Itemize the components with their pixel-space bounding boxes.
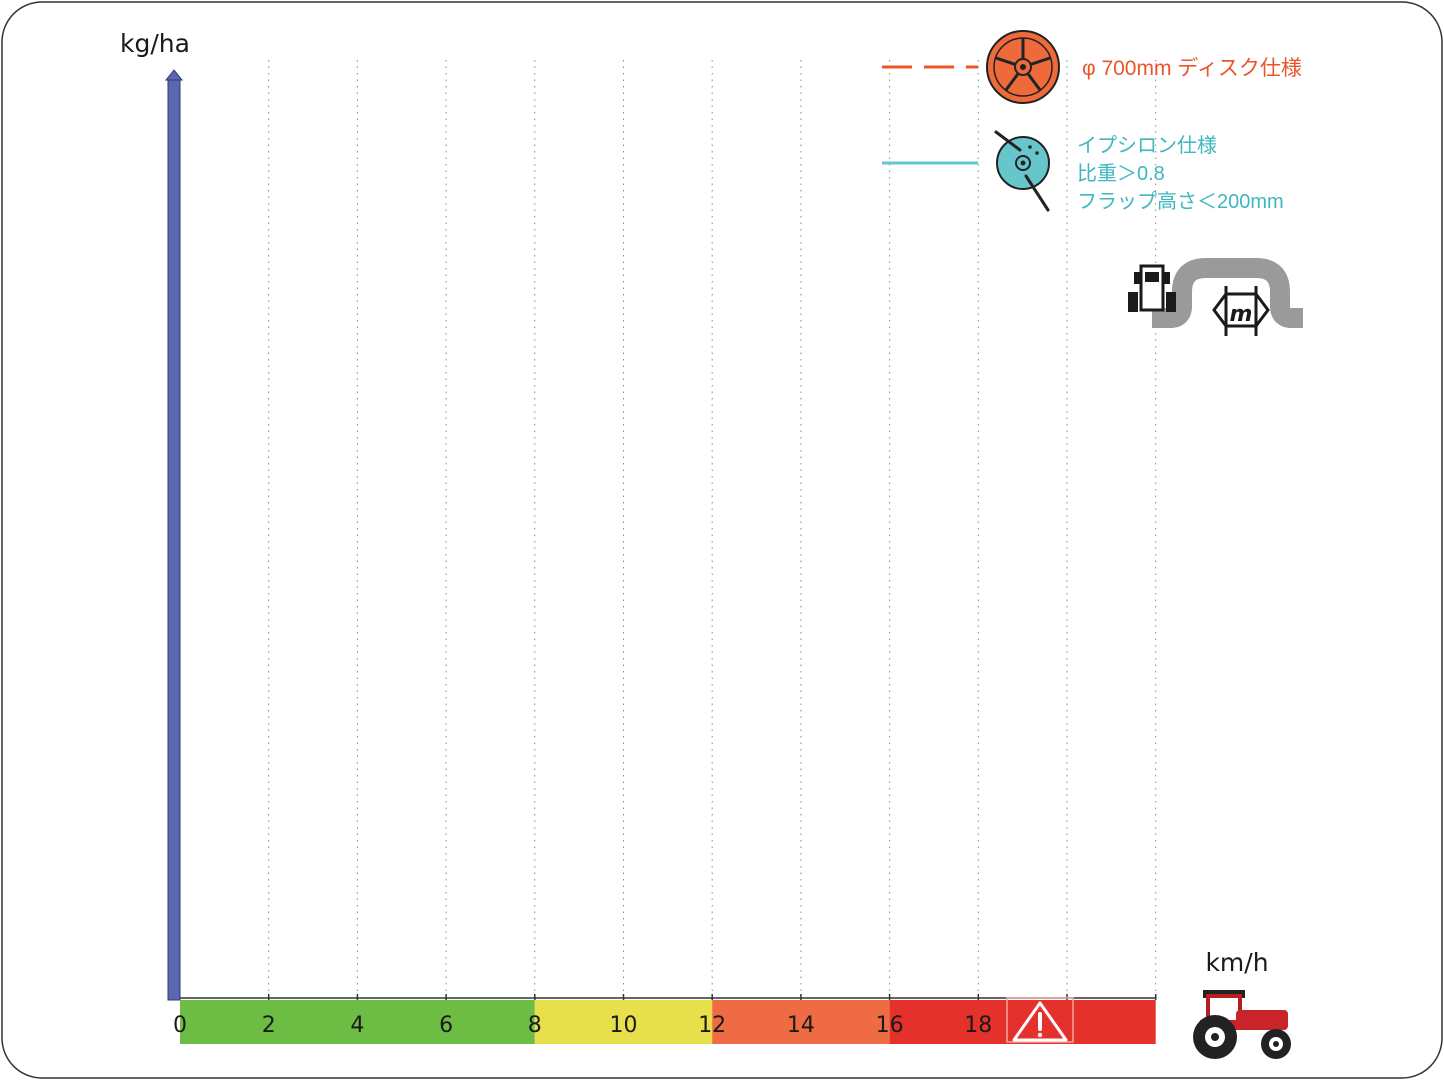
- legend-disc: φ 700mm ディスク仕様: [882, 30, 1302, 104]
- tractor-top-icon: [1128, 264, 1176, 312]
- disc-spreader-icon: [986, 30, 1060, 104]
- x-tick-label: 10: [610, 1013, 638, 1038]
- legend-epsilon-line-3: フラップ高さ＜200mm: [1077, 190, 1284, 213]
- y-axis-bar: [167, 79, 181, 1001]
- legend-disc-label: φ 700mm ディスク仕様: [1082, 57, 1302, 80]
- tractor-icon: [1193, 990, 1291, 1059]
- epsilon-spreader-icon: [994, 130, 1050, 212]
- tramline-letter: m: [1230, 302, 1253, 327]
- tramline-width-icon: m: [1128, 258, 1303, 336]
- warning-icon: [1006, 997, 1074, 1043]
- legend-epsilon-line-1: イプシロン仕様: [1077, 134, 1217, 157]
- x-tick-label: 12: [698, 1013, 726, 1038]
- y-axis-arrow: [164, 69, 184, 81]
- x-tick-label: 18: [964, 1013, 992, 1038]
- legend-epsilon-line-2: 比重＞0.8: [1077, 162, 1165, 185]
- x-tick-label: 0: [173, 1013, 187, 1038]
- speed-zone-0: [180, 1000, 535, 1044]
- x-axis-title: km/h: [1205, 948, 1268, 977]
- x-tick-label: 2: [262, 1013, 276, 1038]
- x-tick-label: 6: [439, 1013, 453, 1038]
- speed-zone-2: [712, 1000, 890, 1044]
- legend-epsilon: イプシロン仕様 比重＞0.8 フラップ高さ＜200mm: [882, 130, 1284, 213]
- x-tick-label: 8: [528, 1013, 542, 1038]
- y-axis-title: kg/ha: [120, 29, 190, 58]
- speed-zone-1: [534, 1000, 713, 1044]
- speed-zone-3: [889, 1000, 1156, 1044]
- x-tick-label: 4: [350, 1013, 364, 1038]
- x-tick-label: 14: [787, 1013, 815, 1038]
- x-tick-label: 16: [876, 1013, 904, 1038]
